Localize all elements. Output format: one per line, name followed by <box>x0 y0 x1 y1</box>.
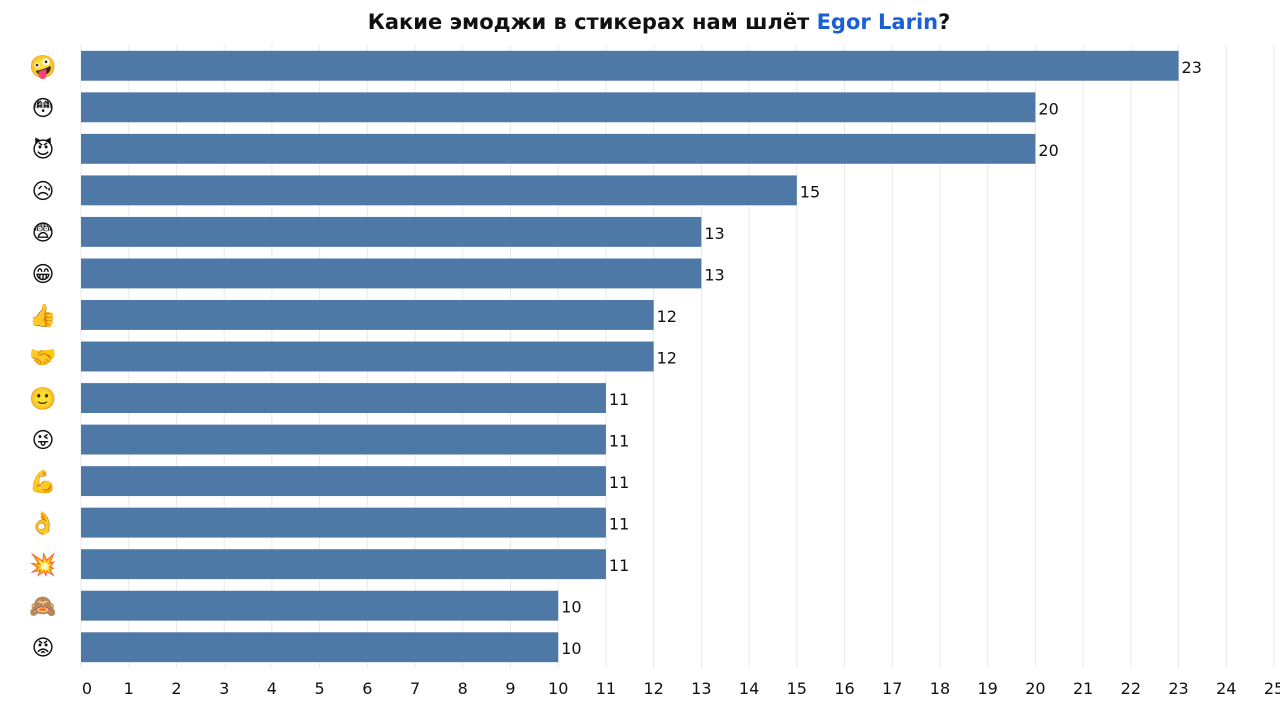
x-tick-label: 17 <box>882 679 902 698</box>
x-tick-label: 13 <box>691 679 711 698</box>
x-tick-label: 16 <box>834 679 854 698</box>
x-tick-label: 2 <box>171 679 181 698</box>
bar <box>81 466 606 497</box>
x-tick-label: 24 <box>1216 679 1236 698</box>
x-tick-label: 9 <box>505 679 515 698</box>
bar <box>81 549 606 580</box>
x-tick-label: 11 <box>596 679 616 698</box>
chart-title-prefix: Какие эмоджи в стикерах нам шлёт <box>368 10 817 34</box>
x-tick-label: 3 <box>219 679 229 698</box>
category-label: 😳 <box>32 96 55 121</box>
bar-value-label: 20 <box>1038 141 1058 160</box>
bar-value-label: 13 <box>704 265 724 284</box>
chart-title-suffix: ? <box>938 10 950 34</box>
chart-title-name: Egor Larin <box>817 10 939 34</box>
bar <box>81 133 1036 164</box>
bar-value-label: 12 <box>657 307 677 326</box>
x-tick-label: 19 <box>978 679 998 698</box>
category-label: 😁 <box>32 262 55 287</box>
bar <box>81 507 606 538</box>
bar-value-label: 11 <box>609 390 629 409</box>
x-tick-label: 1 <box>124 679 134 698</box>
bar <box>81 216 702 247</box>
x-tick-label: 4 <box>267 679 277 698</box>
category-label: 👍 <box>29 303 56 329</box>
x-tick-label: 12 <box>643 679 663 698</box>
category-label: 💪 <box>29 469 56 495</box>
category-label: 🙈 <box>29 595 56 620</box>
chart-title: Какие эмоджи в стикерах нам шлёт Egor La… <box>368 10 951 34</box>
bar <box>81 258 702 289</box>
x-tick-label: 14 <box>739 679 759 698</box>
value-labels: 23 20 20 15 13 13 12 12 11 11 11 11 11 10 10 <box>561 58 1202 658</box>
bar <box>81 632 559 663</box>
x-tick-label: 6 <box>362 679 372 698</box>
bar <box>81 590 559 621</box>
x-tick-label: 20 <box>1025 679 1045 698</box>
category-label: 🤝 <box>29 346 56 371</box>
bar <box>81 175 797 206</box>
category-label: 😥 <box>32 179 55 204</box>
bar-value-label: 10 <box>561 598 581 617</box>
bar-value-label: 11 <box>609 556 629 575</box>
category-label: 😨 <box>32 221 55 246</box>
x-tick-label: 18 <box>930 679 950 698</box>
category-label: 🙂 <box>29 386 56 412</box>
x-tick-label: 7 <box>410 679 420 698</box>
x-tick-label: 8 <box>458 679 468 698</box>
x-axis-ticks: 0 1 2 3 4 5 6 7 8 9 10 11 12 13 14 15 16 17 18 19 20 21 22 23 24… <box>82 679 1280 698</box>
category-label: 😡 <box>32 636 55 661</box>
bar <box>81 383 606 413</box>
bar-value-label: 23 <box>1182 58 1202 77</box>
bar-value-label: 20 <box>1038 99 1058 118</box>
category-label: 😜 <box>32 429 55 454</box>
bar-value-label: 11 <box>609 515 629 534</box>
bar <box>81 92 1036 123</box>
bar <box>81 424 606 455</box>
x-tick-label: 21 <box>1073 679 1093 698</box>
bar-value-label: 11 <box>609 432 629 451</box>
bar <box>81 50 1179 81</box>
bars <box>81 50 1179 663</box>
bar <box>81 300 654 330</box>
x-tick-label: 0 <box>82 679 92 698</box>
x-tick-label: 5 <box>315 679 325 698</box>
x-tick-label: 23 <box>1168 679 1188 698</box>
bar <box>81 341 654 372</box>
bar-value-label: 10 <box>561 639 581 658</box>
category-label: 😈 <box>32 137 55 163</box>
bar-value-label: 13 <box>704 224 724 243</box>
x-tick-label: 15 <box>787 679 807 698</box>
bar-value-label: 15 <box>800 182 820 201</box>
category-label: 💥 <box>29 552 56 578</box>
bar-value-label: 12 <box>657 349 677 368</box>
x-tick-label: 10 <box>548 679 568 698</box>
x-tick-label: 25 <box>1264 679 1280 698</box>
bar-value-label: 11 <box>609 473 629 492</box>
category-labels: 🤪 😳 😈 😥 😨 😁 👍 🤝 🙂 😜 💪 👌 💥 🙈 😡 <box>29 54 56 661</box>
x-tick-label: 22 <box>1121 679 1141 698</box>
category-label: 🤪 <box>29 54 56 80</box>
category-label: 👌 <box>29 511 56 537</box>
